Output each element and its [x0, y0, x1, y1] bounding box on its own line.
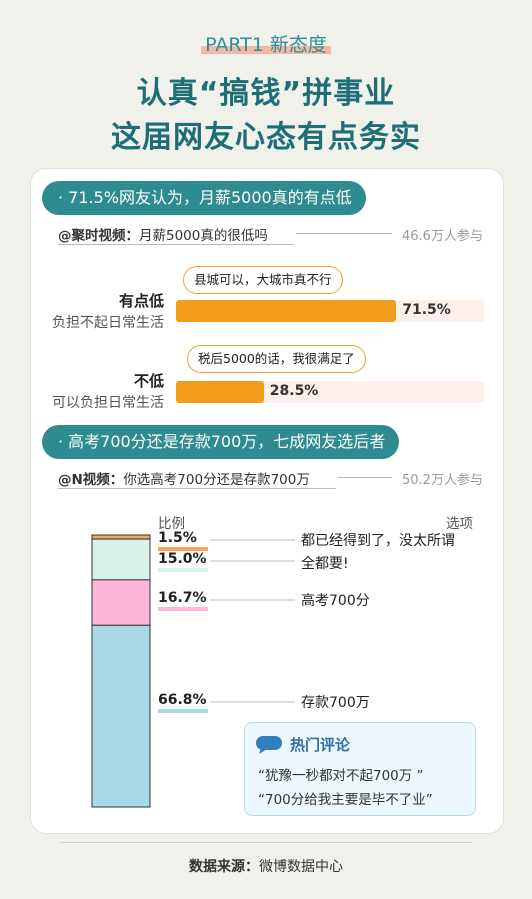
- section1-participants: 46.6万人参与: [402, 229, 483, 244]
- section1-source: @聚时视频：月薪5000真的很低吗: [58, 224, 268, 244]
- option1-sublabel: 负担不起日常生活: [52, 315, 164, 331]
- column-ratio-header: 比例: [158, 516, 185, 532]
- option1-bubble: 县城可以，大城市真不行: [183, 266, 343, 294]
- segment-label-1: 1.5%: [158, 530, 197, 546]
- option1-bar: [176, 300, 397, 322]
- column-option-header: 选项: [446, 516, 473, 532]
- choice-text-4: 存款700万: [301, 695, 370, 711]
- stack-segment-2: [91, 538, 151, 581]
- choice-text-1: 都已经得到了，没太所谓: [301, 533, 455, 549]
- section2-participants: 50.2万人参与: [402, 473, 483, 488]
- section2-source-underline: [58, 488, 336, 489]
- page-title-line2: 这届网友心态有点务实: [111, 120, 421, 155]
- option2-sublabel: 可以负担日常生活: [52, 395, 164, 411]
- section1-source-underline: [58, 244, 294, 245]
- footer-source-value: 微博数据中心: [259, 859, 343, 875]
- footer-source-label: 数据来源：: [189, 859, 259, 875]
- section2-source-account: @N视频：: [58, 472, 124, 488]
- segment-label-4: 66.8%: [158, 692, 207, 708]
- option1-label: 有点低: [118, 292, 164, 310]
- option2-label: 不低: [133, 372, 164, 390]
- stacked-bar-chart: [91, 534, 295, 808]
- comment-bubble-icon: [256, 736, 282, 754]
- hot-comments-box: [244, 722, 476, 816]
- footer-divider: [60, 842, 472, 843]
- hot-comments-title: 热门评论: [290, 736, 351, 754]
- stack-segment-4: [91, 624, 151, 808]
- section2-source-question: 你选高考700分还是存款700万: [123, 472, 310, 488]
- segment-label-2: 15.0%: [158, 551, 207, 567]
- choice-text-2: 全都要!: [301, 556, 349, 572]
- option2-bar: [176, 381, 264, 403]
- section2-source-connector: [338, 477, 392, 478]
- stack-segment-3: [91, 579, 151, 626]
- part-tag: PART1 新态度: [0, 30, 532, 57]
- option2-bubble: 税后5000的话，我很满足了: [187, 345, 366, 373]
- footer-source: 数据来源：微博数据中心: [0, 856, 532, 876]
- section1-source-question: 月薪5000真的很低吗: [139, 228, 268, 244]
- section2-pill: · 高考700分还是存款700万，七成网友选后者: [42, 425, 400, 459]
- section1-source-account: @聚时视频：: [58, 228, 139, 244]
- hot-comment-1: “犹豫一秒都对不起700万 ”: [258, 768, 424, 784]
- option2-pct: 28.5%: [269, 383, 319, 399]
- section1-source-connector: [296, 233, 392, 234]
- option1-pct: 71.5%: [402, 302, 451, 318]
- section1-pill: · 71.5%网友认为，月薪5000真的有点低: [42, 181, 366, 215]
- section2-source: @N视频：你选高考700分还是存款700万: [58, 468, 310, 488]
- stack-segment-1: [91, 534, 151, 540]
- segment-label-3: 16.7%: [158, 590, 207, 606]
- choice-text-3: 高考700分: [301, 593, 370, 609]
- page-title-line1: 认真“搞钱”拼事业: [136, 76, 396, 111]
- hot-comment-2: “700分给我主要是毕不了业”: [258, 792, 433, 808]
